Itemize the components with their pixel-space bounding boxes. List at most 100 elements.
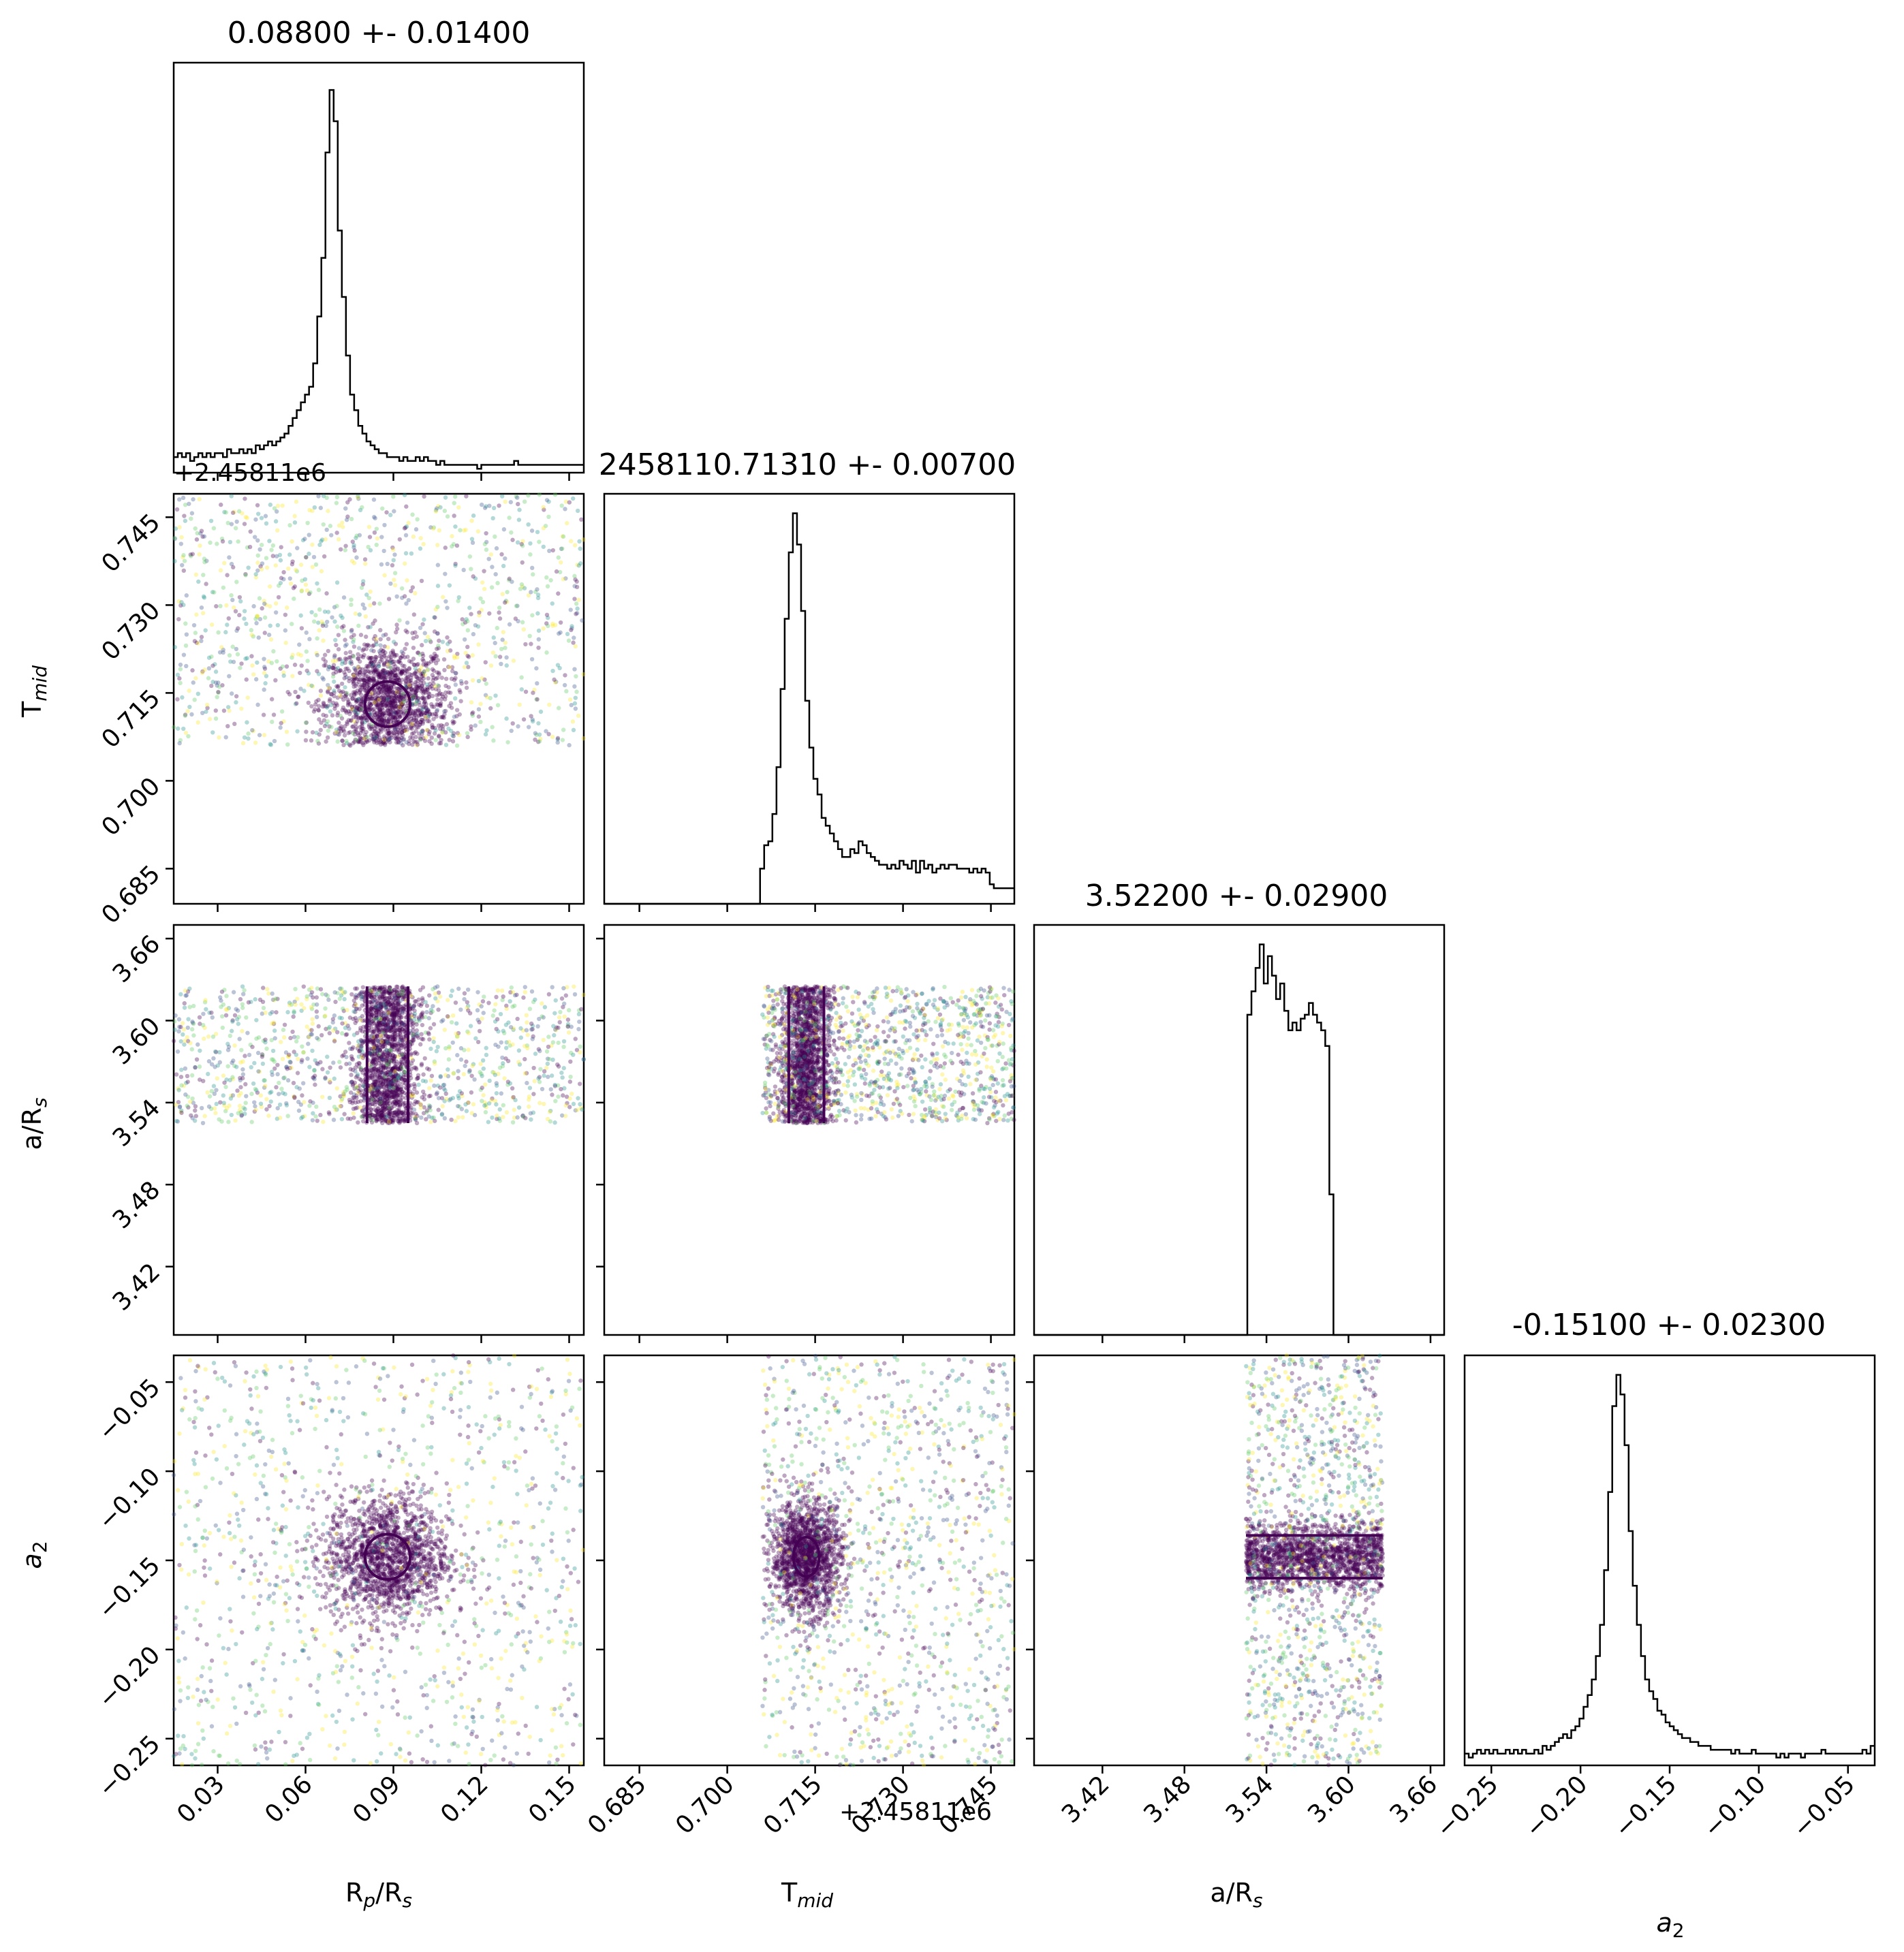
scatter-point xyxy=(243,1101,248,1105)
scatter-point xyxy=(402,492,407,498)
scatter-point xyxy=(379,717,385,723)
scatter-point xyxy=(416,695,421,701)
scatter-point xyxy=(443,599,448,604)
scatter-point xyxy=(548,578,553,583)
scatter-point xyxy=(503,1022,509,1027)
scatter-point xyxy=(373,637,379,642)
scatter-point xyxy=(318,987,324,992)
scatter-point xyxy=(322,663,326,668)
scatter-point xyxy=(470,652,475,658)
scatter-point xyxy=(430,725,435,730)
scatter-point xyxy=(510,721,515,726)
scatter-point xyxy=(326,610,331,614)
scatter-point xyxy=(536,628,542,633)
scatter-point xyxy=(416,997,421,1002)
scatter-point xyxy=(372,740,377,744)
scatter-point xyxy=(398,707,403,712)
scatter-point xyxy=(345,1116,350,1121)
scatter-point xyxy=(522,1071,527,1076)
scatter-point xyxy=(351,1106,356,1112)
scatter-point xyxy=(261,1005,266,1011)
scatter-point xyxy=(340,659,345,664)
scatter-point xyxy=(230,644,235,649)
scatter-point xyxy=(274,1010,279,1015)
scatter-point xyxy=(271,649,276,654)
scatter-point xyxy=(447,583,452,588)
scatter-point xyxy=(475,529,481,534)
scatter-point xyxy=(361,1119,366,1124)
scatter-point xyxy=(538,709,544,714)
scatter-point xyxy=(537,539,542,544)
scatter-point xyxy=(515,1016,520,1022)
scatter-point xyxy=(456,986,461,991)
scatter-point xyxy=(521,717,527,722)
scatter-point xyxy=(203,628,208,633)
scatter-point xyxy=(413,672,418,676)
scatter-point xyxy=(206,1071,210,1077)
scatter-point xyxy=(228,1077,232,1083)
scatter-point xyxy=(262,665,267,670)
scatter-point xyxy=(424,710,428,715)
scatter-point xyxy=(445,642,450,646)
scatter-point xyxy=(362,605,367,611)
scatter-point xyxy=(388,659,392,663)
scatter-point xyxy=(189,516,193,521)
scatter-point xyxy=(342,1112,347,1116)
scatter-point xyxy=(255,613,260,618)
scatter-point xyxy=(352,719,356,724)
scatter-point xyxy=(576,1011,582,1017)
scatter-point xyxy=(531,1092,536,1097)
scatter-point xyxy=(572,584,577,588)
scatter-point xyxy=(356,677,361,682)
scatter-point xyxy=(536,721,541,726)
scatter-point xyxy=(456,732,462,738)
scatter-point xyxy=(262,657,266,661)
scatter-point xyxy=(413,630,418,635)
scatter-point xyxy=(519,675,524,680)
y-tick-label: 0.715 xyxy=(96,684,166,754)
scatter-point xyxy=(418,1003,424,1008)
scatter-point xyxy=(397,1103,403,1107)
scatter-point xyxy=(567,500,572,505)
scatter-point xyxy=(375,1093,379,1098)
scatter-point xyxy=(353,611,358,616)
scatter-point xyxy=(255,702,260,707)
scatter-point xyxy=(296,1056,300,1061)
scatter-point xyxy=(187,704,192,710)
scatter-point xyxy=(424,682,429,687)
scatter-point xyxy=(453,524,458,529)
scatter-point xyxy=(514,603,519,608)
scatter-point xyxy=(431,675,436,680)
scatter-point xyxy=(207,717,213,721)
scatter-point xyxy=(556,555,561,560)
scatter-point xyxy=(400,1113,405,1118)
scatter-point xyxy=(527,633,532,639)
scatter-point xyxy=(227,674,232,678)
scatter-point xyxy=(398,693,403,697)
scatter-point xyxy=(318,1060,323,1065)
scatter-point xyxy=(501,1103,506,1107)
scatter-point xyxy=(270,554,275,558)
scatter-point xyxy=(458,528,463,533)
scatter-point xyxy=(347,660,353,665)
scatter-point xyxy=(366,524,372,529)
scatter-point xyxy=(397,670,403,674)
scatter-point xyxy=(433,615,437,620)
panel-frame xyxy=(172,492,585,905)
scatter-point xyxy=(502,600,508,605)
scatter-point xyxy=(529,642,533,646)
scatter-point xyxy=(225,1007,230,1012)
scatter-point xyxy=(469,699,474,705)
scatter-point xyxy=(330,615,334,620)
scatter-point xyxy=(281,1027,286,1033)
scatter-point xyxy=(557,1020,562,1025)
scatter-point xyxy=(339,729,344,734)
scatter-point xyxy=(424,1009,429,1015)
scatter-point xyxy=(423,1000,428,1005)
scatter-point xyxy=(400,988,405,993)
scatter-point xyxy=(520,620,525,625)
scatter-point xyxy=(195,531,200,536)
scatter-point xyxy=(388,708,393,713)
scatter-point xyxy=(224,994,229,998)
scatter-point xyxy=(311,619,317,624)
